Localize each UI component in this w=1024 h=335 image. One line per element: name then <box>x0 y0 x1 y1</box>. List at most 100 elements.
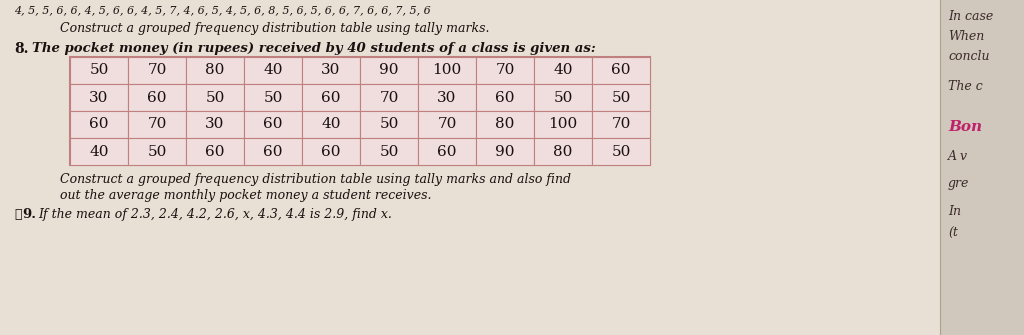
Bar <box>128 57 186 84</box>
Text: 60: 60 <box>263 144 283 158</box>
Text: 60: 60 <box>89 118 109 132</box>
Bar <box>476 111 534 138</box>
Text: ✓: ✓ <box>14 208 22 221</box>
Text: 80: 80 <box>206 64 224 77</box>
Bar <box>476 138 534 165</box>
Text: Construct a grouped frequency distribution table using tally marks.: Construct a grouped frequency distributi… <box>60 22 489 35</box>
Bar <box>70 57 128 84</box>
Bar <box>244 138 302 165</box>
Bar <box>418 57 476 84</box>
Bar <box>128 111 186 138</box>
Text: 30: 30 <box>437 90 457 105</box>
Text: 40: 40 <box>263 64 283 77</box>
Text: 30: 30 <box>89 90 109 105</box>
Text: 100: 100 <box>549 118 578 132</box>
Bar <box>592 138 650 165</box>
Bar <box>186 57 244 84</box>
Bar <box>418 84 476 111</box>
Text: A v: A v <box>948 150 968 163</box>
Bar <box>592 57 650 84</box>
Bar <box>70 138 128 165</box>
Bar <box>128 84 186 111</box>
Bar <box>534 138 592 165</box>
Text: The pocket money (in rupees) received by 40 students of a class is given as:: The pocket money (in rupees) received by… <box>32 42 596 55</box>
Text: 60: 60 <box>147 90 167 105</box>
Bar <box>534 84 592 111</box>
Text: 50: 50 <box>553 90 572 105</box>
Text: 60: 60 <box>322 144 341 158</box>
Bar <box>940 0 1024 335</box>
Bar <box>244 84 302 111</box>
Text: 90: 90 <box>496 144 515 158</box>
Text: conclu: conclu <box>948 50 989 63</box>
Bar <box>302 84 360 111</box>
Text: If the mean of 2.3, 2.4, 4.2, 2.6, x, 4.3, 4.4 is 2.9, find x.: If the mean of 2.3, 2.4, 4.2, 2.6, x, 4.… <box>38 208 392 221</box>
Bar <box>476 84 534 111</box>
Text: 50: 50 <box>379 118 398 132</box>
Text: 70: 70 <box>437 118 457 132</box>
Text: 50: 50 <box>611 144 631 158</box>
Text: 4, 5, 5, 6, 6, 4, 5, 6, 6, 4, 5, 7, 4, 6, 5, 4, 5, 6, 8, 5, 6, 5, 6, 6, 7, 6, 6,: 4, 5, 5, 6, 6, 4, 5, 6, 6, 4, 5, 7, 4, 6… <box>14 5 431 15</box>
Text: 60: 60 <box>322 90 341 105</box>
Text: 60: 60 <box>437 144 457 158</box>
Bar <box>302 138 360 165</box>
Bar <box>186 111 244 138</box>
Bar <box>128 138 186 165</box>
Text: 50: 50 <box>263 90 283 105</box>
Bar <box>302 111 360 138</box>
Text: 50: 50 <box>611 90 631 105</box>
Bar <box>244 57 302 84</box>
Text: 70: 70 <box>147 64 167 77</box>
Bar <box>360 138 418 165</box>
Bar <box>476 57 534 84</box>
Text: 9.: 9. <box>22 208 36 221</box>
Text: When: When <box>948 30 984 43</box>
Text: 90: 90 <box>379 64 398 77</box>
Bar <box>302 57 360 84</box>
Bar <box>244 111 302 138</box>
Bar <box>534 57 592 84</box>
Text: Bon: Bon <box>948 120 982 134</box>
Text: 60: 60 <box>205 144 224 158</box>
Text: 80: 80 <box>496 118 515 132</box>
Bar <box>70 57 650 165</box>
Text: 40: 40 <box>553 64 572 77</box>
Text: 60: 60 <box>611 64 631 77</box>
Text: 50: 50 <box>379 144 398 158</box>
Text: gre: gre <box>948 177 970 190</box>
Bar <box>70 84 128 111</box>
Bar <box>70 111 128 138</box>
Text: 60: 60 <box>263 118 283 132</box>
Text: 70: 70 <box>611 118 631 132</box>
Bar <box>360 57 418 84</box>
Text: (t: (t <box>948 227 957 240</box>
Text: 50: 50 <box>89 64 109 77</box>
Text: 100: 100 <box>432 64 462 77</box>
Text: 60: 60 <box>496 90 515 105</box>
Bar <box>534 111 592 138</box>
Text: 50: 50 <box>206 90 224 105</box>
Text: 40: 40 <box>89 144 109 158</box>
Bar <box>592 111 650 138</box>
Text: In: In <box>948 205 961 218</box>
Text: 50: 50 <box>147 144 167 158</box>
Text: 40: 40 <box>322 118 341 132</box>
Bar <box>360 111 418 138</box>
Text: 30: 30 <box>206 118 224 132</box>
Bar <box>418 111 476 138</box>
Bar <box>186 84 244 111</box>
Text: out the average monthly pocket money a student receives.: out the average monthly pocket money a s… <box>60 189 431 202</box>
Text: The c: The c <box>948 80 983 93</box>
Bar <box>418 138 476 165</box>
Text: Construct a grouped frequency distribution table using tally marks and also find: Construct a grouped frequency distributi… <box>60 173 571 186</box>
Text: 70: 70 <box>147 118 167 132</box>
Bar <box>360 84 418 111</box>
Bar <box>186 138 244 165</box>
Text: In case: In case <box>948 10 993 23</box>
Text: 70: 70 <box>379 90 398 105</box>
Text: 30: 30 <box>322 64 341 77</box>
Text: 8.: 8. <box>14 42 29 56</box>
Text: 70: 70 <box>496 64 515 77</box>
Bar <box>592 84 650 111</box>
Text: 80: 80 <box>553 144 572 158</box>
